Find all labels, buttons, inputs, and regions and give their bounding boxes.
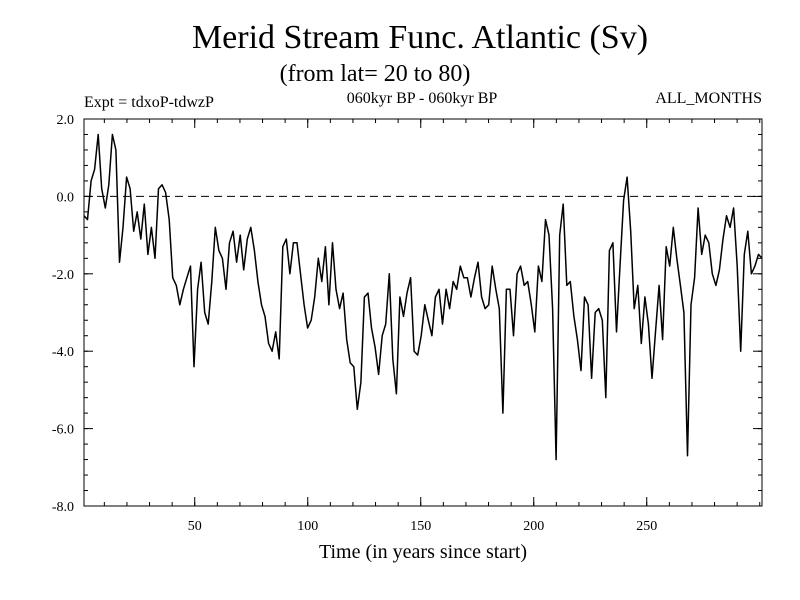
y-tick-label: 0.0 [57,190,75,205]
experiment-label: Expt = tdxoP-tdwzP [84,94,214,111]
chart-title: Merid Stream Func. Atlantic (Sv) [192,19,648,56]
y-tick-label: -4.0 [52,345,74,360]
x-tick-label: 250 [636,519,657,534]
period-label: 060kyr BP - 060kyr BP [347,90,498,107]
x-axis-label: Time (in years since start) [319,541,527,563]
y-tick-label: -6.0 [52,423,74,438]
x-tick-label: 100 [297,519,318,534]
series-line-0 [83,133,763,461]
x-tick-label: 50 [188,519,202,534]
plot-frame [83,118,763,507]
y-tick-label: 2.0 [57,113,75,128]
x-tick-label: 200 [523,519,544,534]
y-tick-label: -2.0 [52,268,74,283]
months-label: ALL_MONTHS [655,90,762,107]
y-tick-label: -8.0 [52,500,74,515]
x-tick-label: 150 [410,519,431,534]
chart-subtitle: (from lat= 20 to 80) [280,61,471,87]
